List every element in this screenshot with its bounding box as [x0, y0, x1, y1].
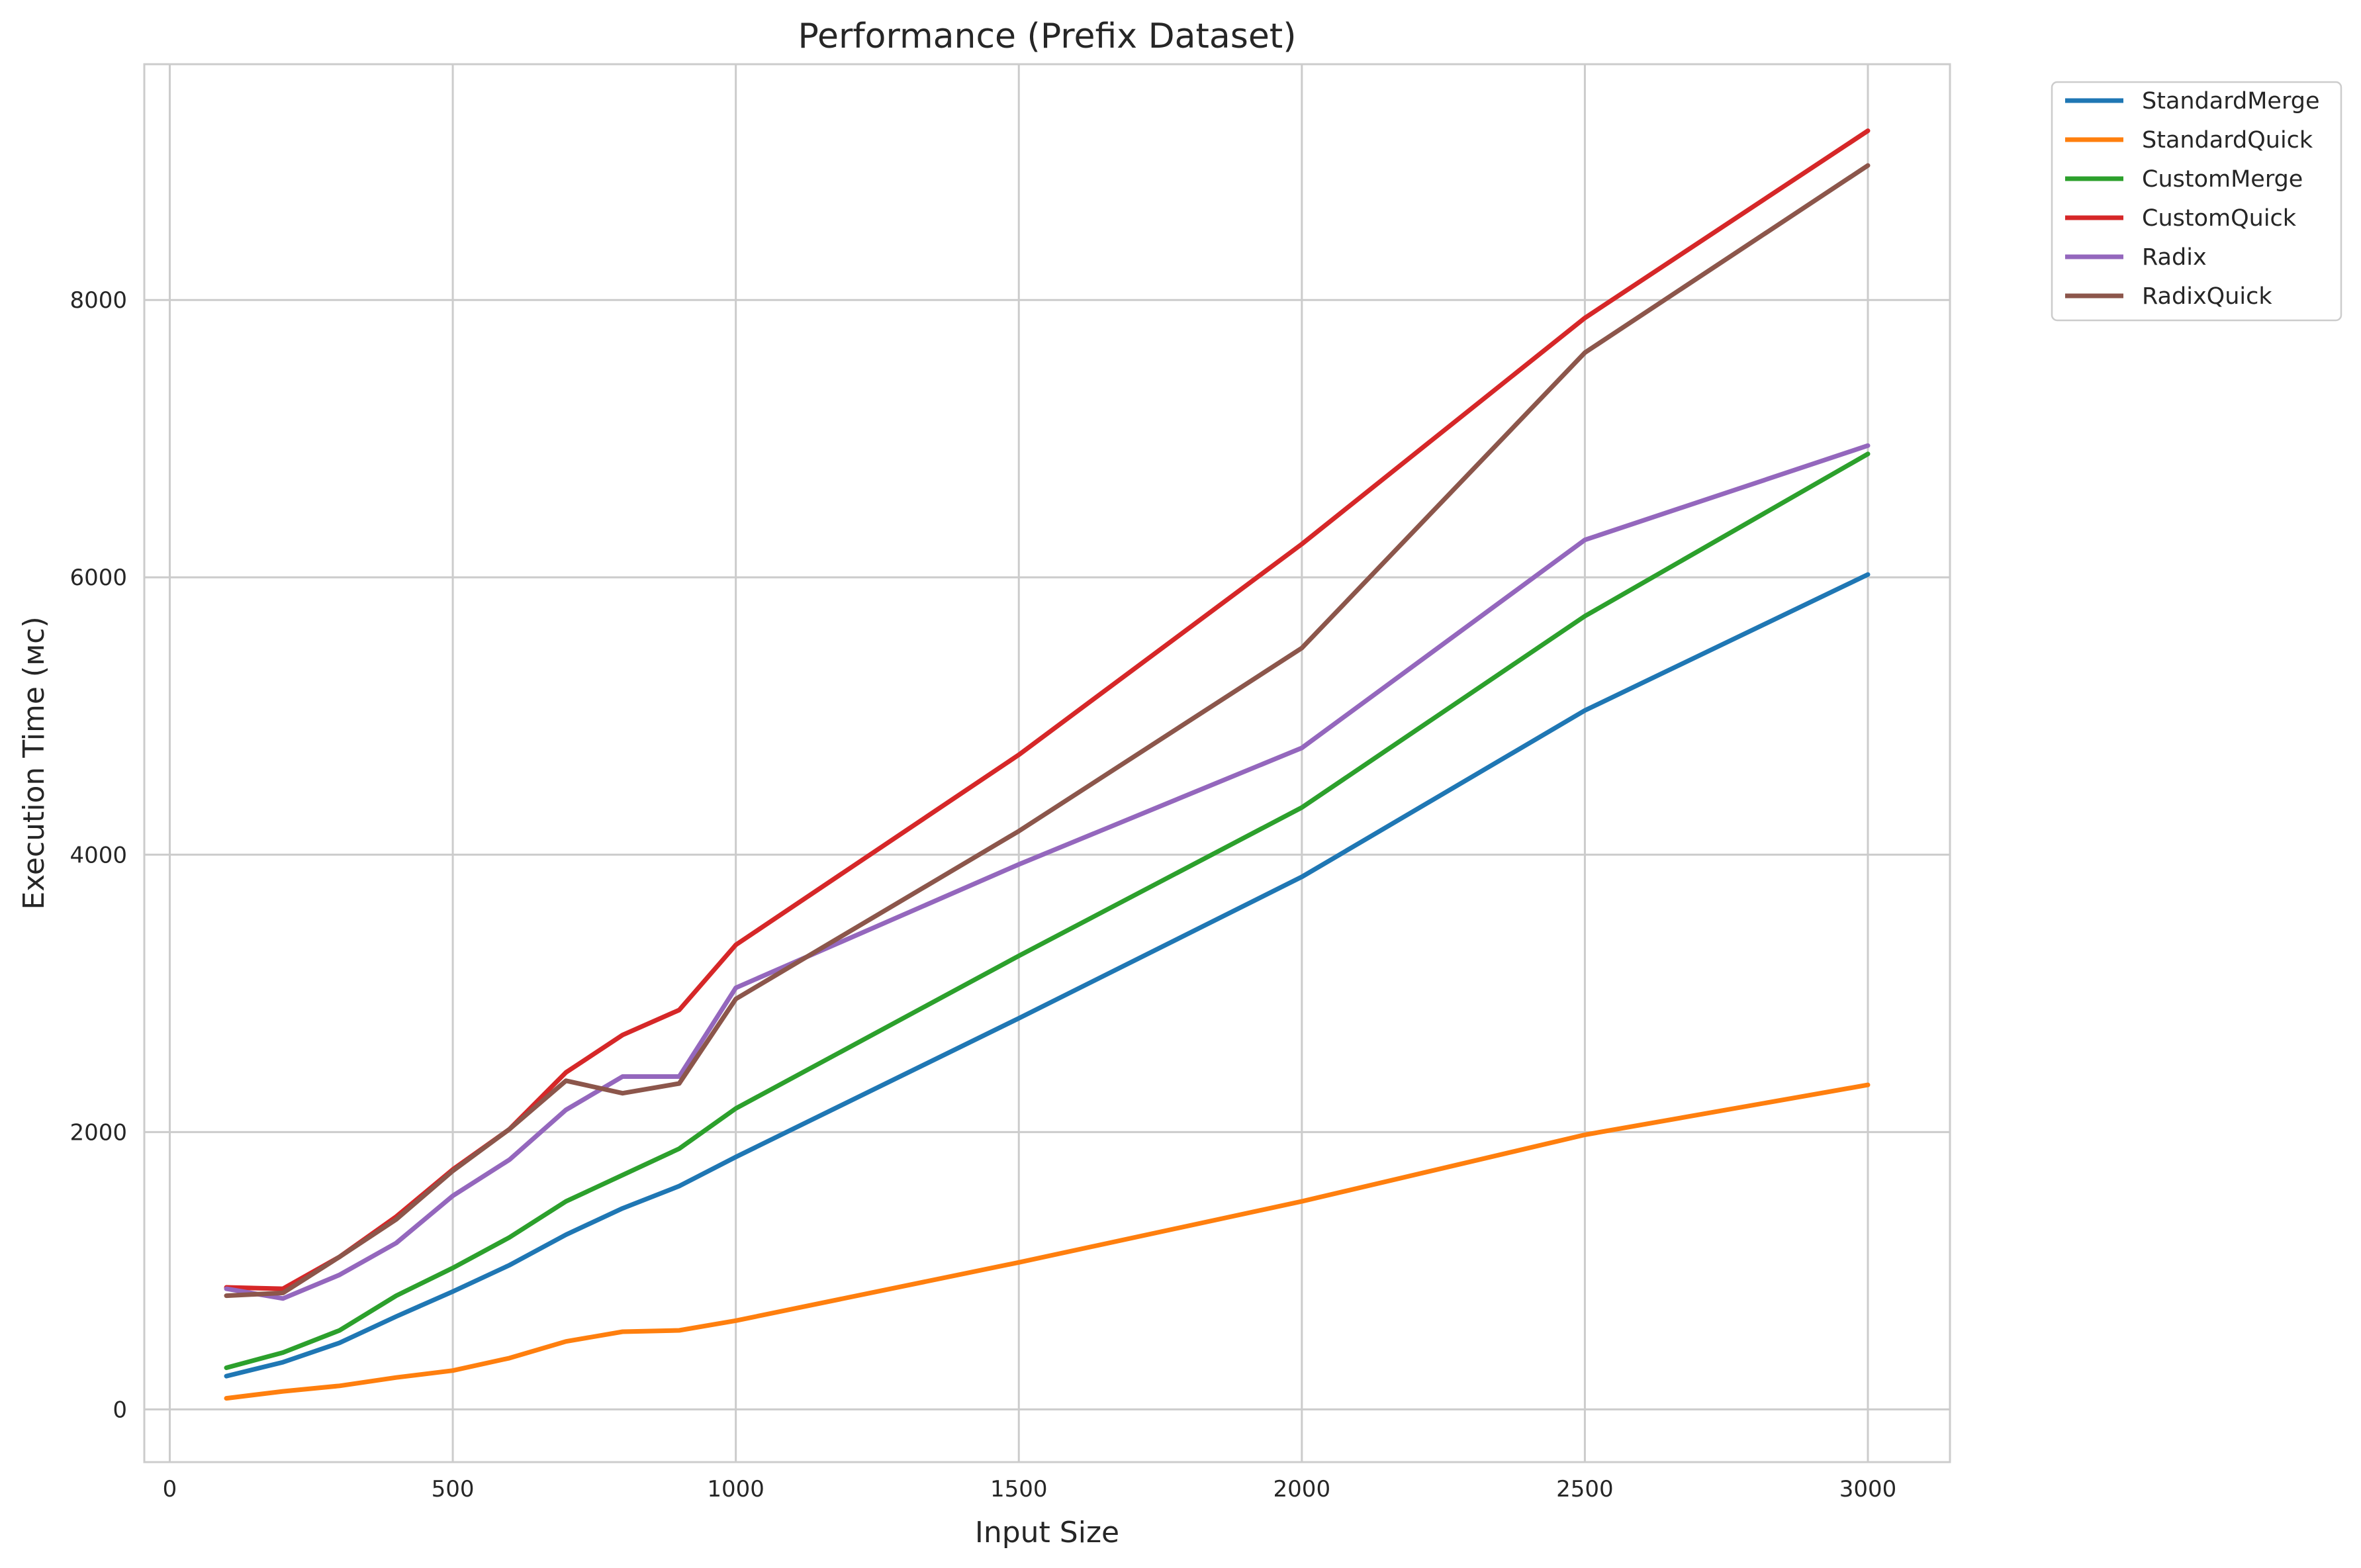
legend-label-custommerge: CustomMerge — [2142, 166, 2303, 193]
legend-label-customquick: CustomQuick — [2142, 205, 2297, 232]
y-axis-title: Execution Time (мс) — [17, 616, 51, 909]
legend-label-standardquick: StandardQuick — [2142, 127, 2313, 154]
legend: StandardMerge StandardQuick CustomMerge Cus… — [2051, 81, 2342, 322]
x-axis-title: Input Size — [975, 1516, 1119, 1549]
y-tick-label: 6000 — [69, 565, 127, 591]
x-tick-label: 500 — [432, 1476, 475, 1502]
series-line-custommerge — [224, 451, 1871, 1370]
legend-box — [2051, 81, 2342, 322]
grid — [144, 64, 1950, 1462]
x-tick-label: 1500 — [990, 1476, 1048, 1502]
y-tick-label: 2000 — [69, 1119, 127, 1146]
series-line-standardmerge — [224, 572, 1871, 1379]
x-tick-label: 1000 — [707, 1476, 764, 1502]
x-tick-label: 0 — [163, 1476, 177, 1502]
series-line-standardquick — [224, 1082, 1871, 1401]
y-tick-label: 8000 — [69, 287, 127, 314]
y-tick-label: 0 — [113, 1397, 127, 1423]
x-tick-label: 2500 — [1556, 1476, 1614, 1502]
plot-area — [143, 63, 1951, 1463]
series-line-radix — [224, 443, 1871, 1301]
series-lines — [224, 128, 1871, 1401]
y-tick-labels: 0 2000 4000 6000 8000 — [69, 287, 127, 1423]
legend-label-radix: Radix — [2142, 244, 2207, 271]
legend-label-radixquick: RadixQuick — [2142, 283, 2272, 310]
chart-title: Performance (Prefix Dataset) — [798, 17, 1297, 56]
x-tick-labels: 0 500 1000 1500 2000 2500 3000 — [163, 1476, 1897, 1502]
y-tick-label: 4000 — [69, 842, 127, 868]
x-tick-label: 2000 — [1273, 1476, 1331, 1502]
x-tick-label: 3000 — [1839, 1476, 1897, 1502]
legend-label-standardmerge: StandardMerge — [2142, 88, 2319, 115]
series-line-radixquick — [224, 163, 1871, 1299]
